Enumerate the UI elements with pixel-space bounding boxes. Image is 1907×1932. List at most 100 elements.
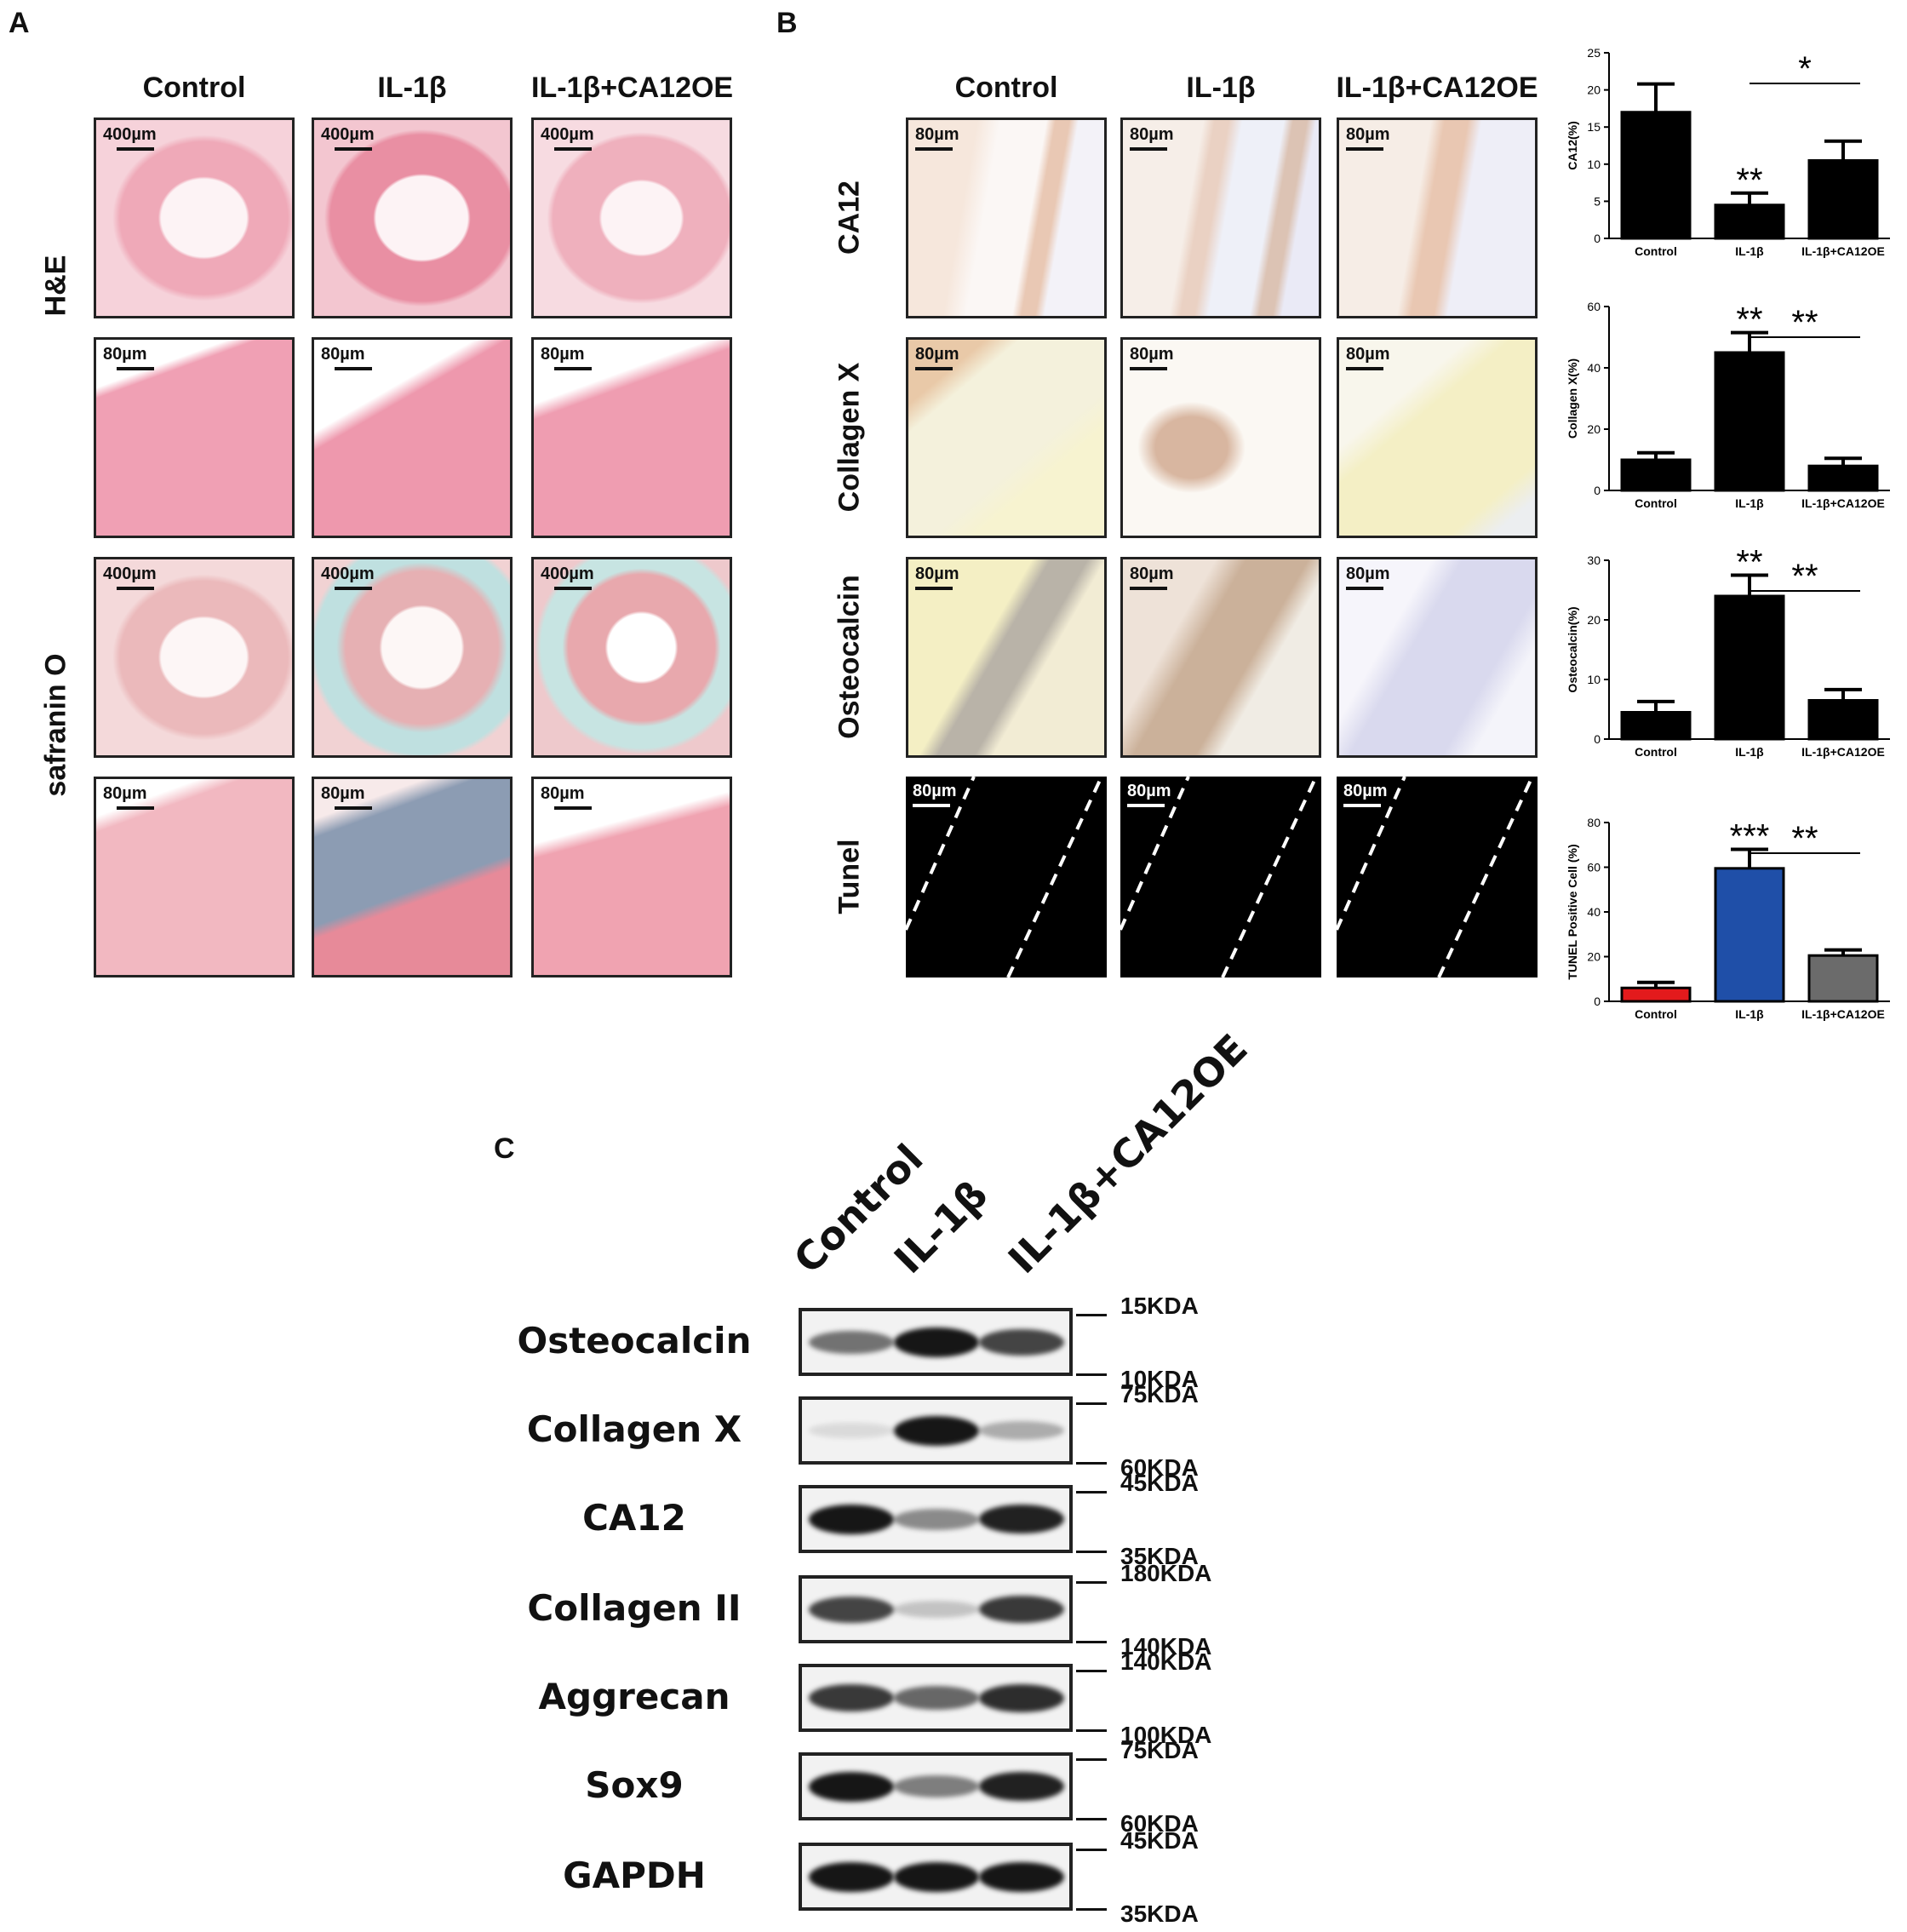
bar: [1620, 458, 1692, 492]
bar-chart-1: 0 5 10 15 20 25 CA12(%) Control IL-1β IL-1β+CA12O…: [1566, 46, 1890, 258]
y-axis-label: CA12(%): [1566, 121, 1579, 170]
panel-b-column-header: IL-1β: [1186, 72, 1256, 104]
scale-bar-line: [117, 147, 154, 151]
bar: [1807, 464, 1879, 492]
blot-strip: [799, 1752, 1073, 1820]
panel-a-column-header: IL-1β: [377, 72, 447, 104]
blot-protein-label: Sox9: [585, 1764, 684, 1806]
scale-bar-label: 80µm: [103, 784, 147, 803]
bar-chart-2: 0 20 40 60 Collagen X(%) Control IL-1β IL-1β+CA…: [1566, 300, 1890, 510]
kda-marker-label: 140KDA: [1120, 1633, 1212, 1660]
scale-bar-line: [117, 367, 154, 370]
blot-band: [979, 1596, 1064, 1623]
scale-bar-line: [1346, 147, 1383, 151]
y-tick-label: 10: [1587, 158, 1601, 171]
tunel-boundary-lines: [906, 777, 1103, 977]
histology-image: 80µm: [531, 777, 732, 977]
blot-band: [894, 1686, 979, 1710]
significance-marker: **: [1736, 162, 1762, 199]
kda-marker-tick: [1076, 1908, 1107, 1911]
scale-bar-line: [1130, 587, 1167, 590]
kda-marker-label: 35KDA: [1120, 1543, 1199, 1569]
blot-band: [979, 1505, 1064, 1534]
panel-a-column-header: Control: [142, 72, 246, 104]
scale-bar-line: [554, 587, 592, 590]
blot-band: [894, 1327, 979, 1357]
kda-marker-tick: [1076, 1373, 1107, 1376]
ihc-image: 80µm: [1337, 557, 1538, 758]
kda-marker-tick: [1076, 1581, 1107, 1584]
y-tick-label: 60: [1587, 861, 1601, 874]
bar: [1620, 986, 1692, 1003]
scale-bar: 80µm: [541, 345, 592, 370]
blot-protein-label: GAPDH: [563, 1855, 706, 1896]
x-tick-label: IL-1β: [1735, 244, 1764, 258]
scale-bar-line: [554, 147, 592, 151]
y-tick-label: 10: [1587, 673, 1601, 686]
scale-bar: 400µm: [103, 125, 157, 151]
blot-band: [894, 1415, 979, 1446]
scale-bar-label: 80µm: [541, 345, 585, 364]
scale-bar-label: 400µm: [103, 565, 157, 583]
scale-bar-label: 400µm: [321, 125, 375, 144]
y-tick-label: 80: [1587, 816, 1601, 829]
ihc-image: 80µm: [1120, 337, 1321, 538]
scale-bar-line: [335, 587, 372, 590]
scale-bar-label: 80µm: [915, 125, 959, 144]
histology-image: 80µm: [94, 777, 295, 977]
scale-bar: 400µm: [321, 125, 375, 151]
x-tick-label: IL-1β: [1735, 745, 1764, 759]
scale-bar-line: [915, 147, 953, 151]
blot-band: [979, 1772, 1064, 1801]
scale-bar: 80µm: [1346, 565, 1390, 590]
scale-bar: 400µm: [541, 565, 594, 590]
kda-marker-label: 100KDA: [1120, 1722, 1212, 1748]
significance-marker: **: [1791, 820, 1818, 857]
histology-image: 400µm: [531, 557, 732, 758]
scale-bar: 80µm: [1130, 345, 1174, 370]
bar: [1807, 158, 1879, 240]
scale-bar: 80µm: [1130, 565, 1174, 590]
bar: [1807, 954, 1879, 1003]
scale-bar-label: 80µm: [1346, 125, 1390, 144]
bar: [1714, 351, 1785, 492]
x-tick-label: IL-1β+CA12OE: [1801, 745, 1885, 759]
scale-bar-label: 80µm: [915, 565, 959, 583]
scale-bar-line: [1130, 367, 1167, 370]
bar: [1807, 699, 1879, 741]
blot-band: [894, 1508, 979, 1530]
blot-band: [809, 1684, 894, 1711]
bar: [1714, 204, 1785, 240]
kda-marker-label: 75KDA: [1120, 1737, 1199, 1763]
scale-bar-label: 80µm: [1130, 565, 1174, 583]
scale-bar-label: 400µm: [541, 565, 594, 583]
blot-strip: [799, 1396, 1073, 1465]
kda-marker-tick: [1076, 1818, 1107, 1820]
kda-marker-label: 45KDA: [1120, 1827, 1199, 1854]
bar: [1714, 867, 1785, 1003]
blot-protein-label: Collagen II: [527, 1587, 742, 1629]
histology-image: 80µm: [312, 777, 513, 977]
panel-a-letter: A: [9, 7, 30, 39]
tunel-fluorescence-image: 80µm: [1337, 777, 1538, 977]
scale-bar-label: 80µm: [915, 345, 959, 364]
kda-marker-tick: [1076, 1849, 1107, 1851]
kda-marker-tick: [1076, 1402, 1107, 1405]
bar: [1714, 594, 1785, 741]
scale-bar-label: 400µm: [541, 125, 594, 144]
scale-bar-line: [117, 806, 154, 810]
scale-bar-label: 80µm: [1343, 782, 1388, 800]
y-tick-label: 5: [1594, 194, 1601, 208]
scale-bar: 400µm: [541, 125, 594, 151]
y-tick-label: 20: [1587, 950, 1601, 964]
kda-marker-label: 15KDA: [1120, 1293, 1199, 1319]
scale-bar: 80µm: [1346, 345, 1390, 370]
scale-bar-label: 80µm: [1346, 565, 1390, 583]
scale-bar-line: [554, 367, 592, 370]
x-tick-label: IL-1β+CA12OE: [1801, 1007, 1885, 1021]
blot-protein-label: Aggrecan: [538, 1676, 730, 1717]
kda-marker-label: 180KDA: [1120, 1560, 1212, 1586]
panel-a-row-label: H&E: [39, 255, 72, 317]
scale-bar: 80µm: [915, 345, 959, 370]
panel-a-row-label: safranin O: [39, 653, 72, 797]
